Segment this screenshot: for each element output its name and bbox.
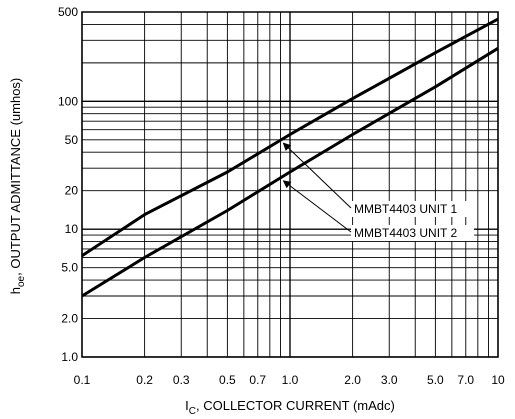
annotation-label-bg — [351, 201, 474, 217]
x-axis-title-sub: C — [189, 406, 196, 417]
y-axis-title: hoe, OUTPUT ADMITTANCE (umhos) — [8, 78, 27, 295]
series-line-1 — [81, 17, 499, 257]
x-tick-label: 0.5 — [219, 373, 236, 387]
x-tick-label: 0.3 — [173, 373, 190, 387]
x-tick-label: 0.7 — [249, 373, 266, 387]
annotation-label-bg — [351, 225, 474, 241]
x-tick-label: 10 — [491, 373, 505, 387]
x-tick-label: 7.0 — [457, 373, 474, 387]
y-tick-label: 500 — [58, 5, 78, 19]
series-line-2 — [81, 47, 499, 298]
annotation-label-2: MMBT4403 UNIT 2 — [354, 226, 457, 240]
series-group — [81, 17, 499, 298]
y-axis-title-rest: , OUTPUT ADMITTANCE (umhos) — [8, 78, 23, 276]
y-tick-label: 2.0 — [61, 312, 78, 326]
plot-frame — [81, 11, 499, 358]
annotation-label-1: MMBT4403 UNIT 1 — [354, 202, 457, 216]
y-tick-label: 50 — [65, 133, 79, 147]
grid — [81, 11, 499, 358]
y-tick-labels: 1.0 2.0 5.0 10 20 50 100 500 — [58, 5, 78, 364]
x-tick-label: 1.0 — [282, 373, 299, 387]
y-axis-title-main: h — [8, 287, 23, 294]
x-axis-title-rest: , COLLECTOR CURRENT (mAdc) — [196, 398, 395, 413]
y-tick-label: 20 — [65, 184, 79, 198]
x-tick-label: 2.0 — [344, 373, 361, 387]
y-tick-label: 5.0 — [61, 261, 78, 275]
annotation-arrow — [282, 142, 352, 209]
y-tick-label: 100 — [58, 94, 78, 108]
x-tick-label: 3.0 — [381, 373, 398, 387]
y-axis-title-sub: oe — [16, 275, 27, 287]
x-tick-label: 0.2 — [136, 373, 153, 387]
x-axis-title: IC, COLLECTOR CURRENT (mAdc) — [185, 398, 395, 417]
y-tick-label: 1.0 — [61, 350, 78, 364]
x-tick-label: 5.0 — [427, 373, 444, 387]
x-tick-labels: 0.1 0.2 0.3 0.5 0.7 1.0 2.0 3.0 5.0 7.0 10 — [74, 373, 505, 387]
x-axis-title-main: I — [185, 398, 189, 413]
x-tick-label: 0.1 — [74, 373, 91, 387]
y-tick-label: 10 — [65, 222, 79, 236]
annotations: MMBT4403 UNIT 1 MMBT4403 UNIT 2 — [282, 142, 474, 241]
annotation-arrow — [282, 180, 352, 233]
